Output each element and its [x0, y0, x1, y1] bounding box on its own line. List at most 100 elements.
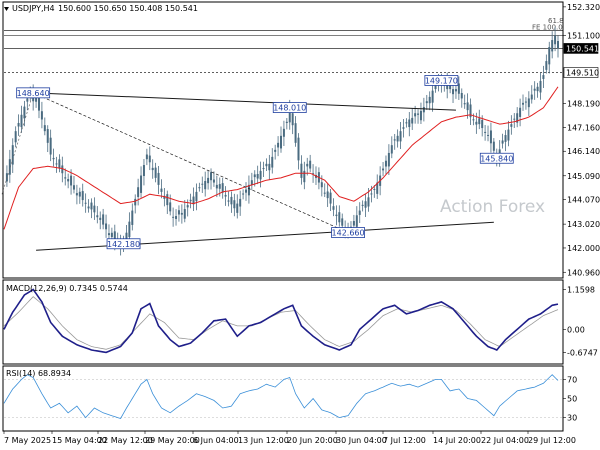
candle-body: [457, 83, 460, 94]
candle-body: [110, 232, 113, 238]
candle-body: [87, 206, 90, 209]
candle-body: [309, 160, 312, 169]
candle-body: [61, 165, 64, 174]
rsi-panel: [2, 365, 564, 432]
candle-body: [516, 113, 519, 123]
candle-body: [113, 231, 116, 241]
candle-body: [419, 110, 422, 121]
candle-body: [338, 212, 341, 223]
price-layer: FE 100.061.8 148.640 148.010 149.170 145.840…: [1, 17, 599, 256]
candle-body: [285, 121, 288, 123]
candle-body: [405, 122, 408, 124]
candle-body: [250, 180, 253, 185]
trendline: [33, 92, 456, 111]
candle-body: [72, 185, 75, 190]
candle-body: [504, 135, 507, 142]
candle-body: [469, 104, 472, 118]
candle-body: [370, 193, 373, 195]
candle-body: [548, 47, 551, 65]
candle-body: [145, 154, 148, 160]
candle-body: [282, 128, 285, 137]
candle-body: [23, 106, 26, 119]
candle-body: [230, 196, 233, 205]
candle-body: [99, 217, 102, 220]
candle-body: [530, 94, 533, 100]
candle-body: [425, 101, 428, 104]
trendline-left: [1, 92, 34, 195]
candle-body: [326, 191, 329, 199]
candle-body: [545, 61, 548, 70]
macd-tick-label: -0.6747: [567, 349, 598, 358]
axis-layer: 152.320 151.100 148.190 147.160 146.140 145.0…: [3, 3, 600, 445]
fib-label: 61.8: [548, 17, 564, 25]
candle-body: [510, 124, 513, 127]
x-tick-label: 6 Jun 04:00: [193, 436, 239, 445]
expand-arrow-icon[interactable]: [4, 7, 9, 11]
candle-body: [236, 203, 239, 213]
price-tick-label: 145.090: [567, 172, 600, 181]
candle-body: [8, 159, 11, 175]
candle-body: [140, 175, 143, 193]
candle-body: [431, 90, 434, 103]
candle-body: [17, 122, 20, 127]
x-tick-label: 30 Jun 04:00: [336, 436, 387, 445]
candle-body: [478, 118, 481, 125]
price-label-text: 145.840: [480, 154, 513, 163]
candle-body: [212, 179, 215, 183]
candle-body: [67, 179, 70, 182]
price-label-text: 142.660: [332, 229, 365, 238]
macd-line: [3, 288, 559, 354]
candle-body: [268, 163, 271, 171]
candle-body: [303, 170, 306, 183]
candle-body: [449, 85, 452, 90]
candle-body: [335, 214, 338, 217]
x-tick-label: 7 May 2025: [4, 436, 51, 445]
candle-body: [551, 40, 554, 52]
candle-body: [218, 184, 221, 189]
price-label-text: 148.640: [17, 89, 50, 98]
candle-body: [539, 80, 542, 93]
candle-body: [527, 98, 530, 108]
candle-body: [256, 173, 259, 179]
candle-body: [428, 96, 431, 104]
candle-body: [297, 137, 300, 161]
price-label-box: [106, 238, 141, 250]
price-label-text: 148.010: [273, 104, 306, 113]
candle-body: [84, 202, 87, 204]
candle-body: [524, 101, 527, 103]
price-label-text: 142.180: [107, 240, 140, 249]
candle-body: [247, 184, 250, 196]
candle-body: [102, 214, 105, 225]
candle-body: [148, 155, 151, 163]
candle-body: [277, 142, 280, 148]
candle-body: [411, 117, 414, 124]
last-price-box: [563, 43, 599, 54]
candle-body: [78, 191, 81, 197]
candle-body: [355, 215, 358, 227]
level-text: 149.510: [566, 69, 599, 78]
candle-body: [221, 183, 224, 193]
candle-body: [154, 167, 157, 178]
price-tick-label: 144.070: [567, 196, 600, 205]
candle-body: [393, 139, 396, 141]
candle-body: [93, 205, 96, 213]
candle-body: [364, 201, 367, 208]
macd-signal-line: [3, 296, 559, 350]
candle-body: [198, 187, 201, 189]
candle-body: [90, 202, 93, 210]
price-label-box: [479, 152, 514, 164]
candle-body: [472, 119, 475, 121]
candle-body: [262, 168, 265, 170]
candle-body: [137, 187, 140, 197]
price-tick-label: 152.320: [567, 3, 600, 12]
candle-body: [422, 107, 425, 113]
candle-body: [501, 140, 504, 144]
price-label-box: [331, 227, 365, 238]
rsi-line: [3, 374, 559, 419]
candle-body: [513, 118, 516, 120]
candle-body: [291, 113, 294, 126]
candle-body: [323, 192, 326, 194]
candle-body: [466, 102, 469, 111]
x-tick-label: 7 Jul 12:00: [383, 436, 426, 445]
watermark: Action Forex: [440, 197, 545, 217]
